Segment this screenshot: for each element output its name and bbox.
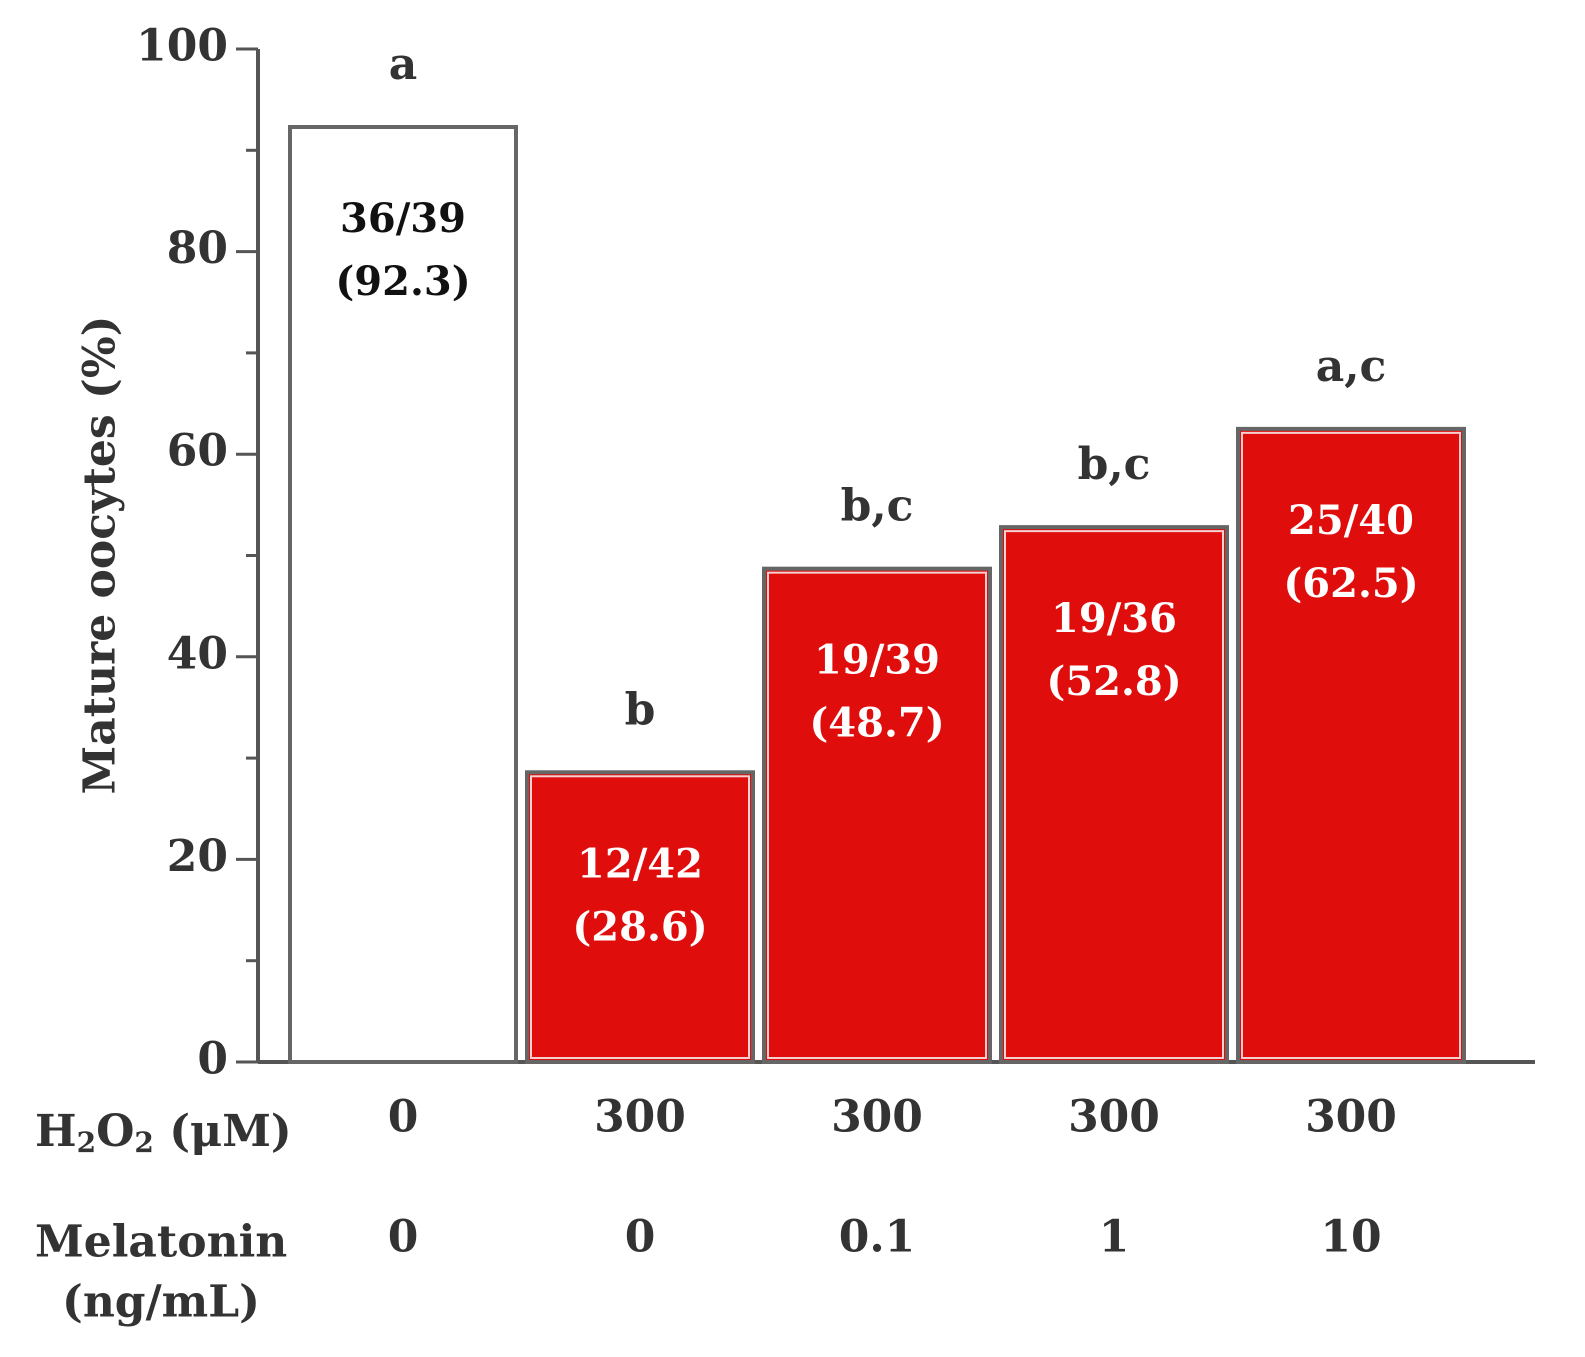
h2o2-value-label: 300 — [1305, 1092, 1397, 1143]
bar — [288, 125, 518, 1065]
h2o2-value-label: 300 — [831, 1092, 923, 1143]
y-tick-label: 80 — [167, 223, 228, 274]
melatonin-value-label: 10 — [1320, 1212, 1381, 1263]
bar — [1236, 426, 1466, 1064]
significance-label: b — [625, 684, 656, 735]
y-tick-label: 100 — [136, 21, 228, 72]
melatonin-value-label: 1 — [1099, 1212, 1130, 1263]
bar-count-label: 19/39 — [814, 637, 940, 684]
melatonin-unit-label: (ng/mL) — [62, 1277, 260, 1328]
bar-count-label: 12/42 — [577, 840, 703, 887]
bar — [999, 525, 1229, 1064]
y-tick-label: 40 — [167, 628, 228, 679]
y-axis-label: Mature oocytes (%) — [75, 316, 126, 795]
category-labels: 0 0 300 0 300 0.1 300 1 300 10 — [388, 1092, 1397, 1263]
significance-label: a,c — [1316, 341, 1387, 392]
significance-label: b,c — [841, 481, 914, 532]
bar-inner-edge — [1241, 431, 1461, 1059]
significance-label: a — [389, 39, 418, 90]
bar — [525, 770, 755, 1064]
h2o2-value-label: 0 — [388, 1092, 419, 1143]
melatonin-value-label: 0 — [625, 1212, 656, 1263]
bar — [762, 566, 992, 1064]
bar-inner-edge — [1004, 530, 1224, 1059]
melatonin-value-label: 0 — [388, 1212, 419, 1263]
y-tick-label: 60 — [167, 426, 228, 477]
bar-inner-edge — [530, 775, 750, 1059]
bar-percent-label: (52.8) — [1046, 658, 1181, 705]
bar-percent-label: (92.3) — [335, 258, 470, 305]
melatonin-row-label: Melatonin — [35, 1217, 287, 1268]
bar-count-label: 36/39 — [340, 195, 466, 242]
bar-inner-edge — [767, 571, 987, 1059]
bar-count-label: 19/36 — [1051, 595, 1177, 642]
bar-percent-label: (28.6) — [572, 903, 707, 950]
bar-count-label: 25/40 — [1288, 497, 1414, 544]
bar-percent-label: (62.5) — [1283, 560, 1418, 607]
y-axis: 0 20 40 60 80 100 — [136, 21, 1535, 1085]
h2o2-value-label: 300 — [1068, 1092, 1160, 1143]
bars-group: 36/39 (92.3) a 12/42 (28.6) b 19/39 (48.7) b,c 19… — [288, 39, 1466, 1065]
significance-label: b,c — [1078, 439, 1151, 490]
h2o2-value-label: 300 — [594, 1092, 686, 1143]
bar-percent-label: (48.7) — [809, 700, 944, 747]
y-tick-label: 20 — [167, 831, 228, 882]
h2o2-row-label: H2O2 (μM) — [35, 1106, 292, 1159]
melatonin-value-label: 0.1 — [839, 1212, 916, 1263]
y-tick-label: 0 — [197, 1034, 228, 1085]
